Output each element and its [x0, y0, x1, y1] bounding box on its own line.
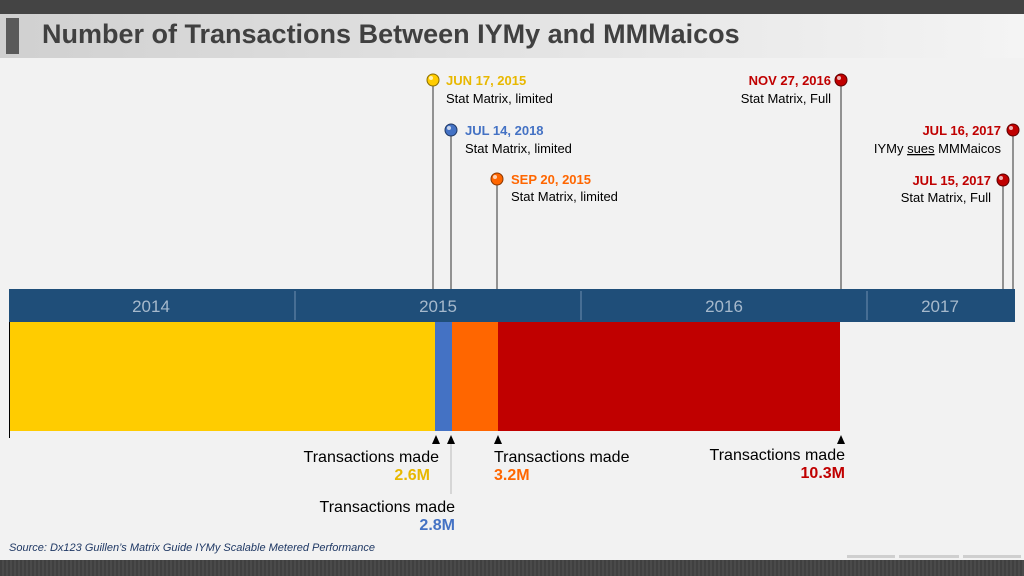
event-desc-link: sues — [907, 141, 935, 156]
timeline-band — [9, 289, 1015, 322]
year-label-2014: 2014 — [132, 297, 170, 316]
transactions-label: Transactions made — [320, 499, 456, 516]
transactions-label: Transactions made — [710, 447, 846, 464]
red-pin-icon — [996, 173, 1010, 187]
title-bar — [0, 14, 1024, 58]
event-date-nov-27-2016: NOV 27, 2016 — [749, 73, 831, 88]
event-desc: Stat Matrix, limited — [465, 141, 572, 156]
transactions-label: Transactions made — [494, 449, 630, 466]
event-date-jul-14-2018: JUL 14, 2018 — [465, 123, 544, 138]
period-bar-orange — [452, 322, 498, 431]
yellow-pin-icon — [426, 73, 440, 87]
transactions-value-2-6m: 2.6M — [394, 467, 430, 484]
event-desc: Stat Matrix, Full — [741, 91, 831, 106]
pin-highlight — [429, 76, 433, 80]
source-note: Source: Dx123 Guillen’s Matrix Guide IYM… — [9, 542, 376, 554]
transactions-value-3-2m: 3.2M — [494, 467, 530, 484]
year-label-2017: 2017 — [921, 297, 959, 316]
footer-accent — [899, 555, 959, 558]
pin-highlight — [493, 175, 497, 179]
event-date-sep-20-2015: SEP 20, 2015 — [511, 172, 591, 187]
pin-highlight — [837, 76, 841, 80]
page-title: Number of Transactions Between IYMy and … — [42, 19, 740, 49]
event-date-jun-17-2015: JUN 17, 2015 — [446, 73, 526, 88]
event-date-jul-15-2017: JUL 15, 2017 — [912, 173, 991, 188]
up-triangle-icon — [837, 435, 845, 444]
up-triangle-icon — [447, 435, 455, 444]
year-label-2016: 2016 — [705, 297, 743, 316]
blue-pin-icon — [444, 123, 458, 137]
transactions-value-2-8m: 2.8M — [419, 517, 455, 534]
transactions-label: Transactions made — [304, 449, 440, 466]
pin-highlight — [999, 176, 1003, 180]
up-triangle-icon — [432, 435, 440, 444]
red-pin-icon — [834, 73, 848, 87]
event-date-jul-16-2017: JUL 16, 2017 — [922, 123, 1001, 138]
event-desc: Stat Matrix, limited — [446, 91, 553, 106]
red-pin-icon — [1006, 123, 1020, 137]
period-bar-red — [498, 322, 840, 431]
year-label-2015: 2015 — [419, 297, 457, 316]
event-desc: Stat Matrix, Full — [901, 190, 991, 205]
event-desc-post: MMMaicos — [935, 141, 1002, 156]
up-triangle-icon — [494, 435, 502, 444]
event-desc: Stat Matrix, limited — [511, 189, 618, 204]
top-strip — [0, 0, 1024, 14]
title-accent — [6, 18, 19, 54]
bottom-strip — [0, 560, 1024, 576]
footer-accent — [847, 555, 895, 558]
event-desc-pre: IYMy — [874, 141, 907, 156]
transactions-value-10-3m: 10.3M — [801, 465, 845, 482]
footer-accent — [963, 555, 1021, 558]
orange-pin-icon — [490, 172, 504, 186]
event-desc-lawsuit: IYMy sues MMMaicos — [874, 141, 1002, 156]
pin-highlight — [447, 126, 451, 130]
pin-highlight — [1009, 126, 1013, 130]
period-bar-yellow — [10, 322, 435, 431]
period-bar-blue — [435, 322, 452, 431]
